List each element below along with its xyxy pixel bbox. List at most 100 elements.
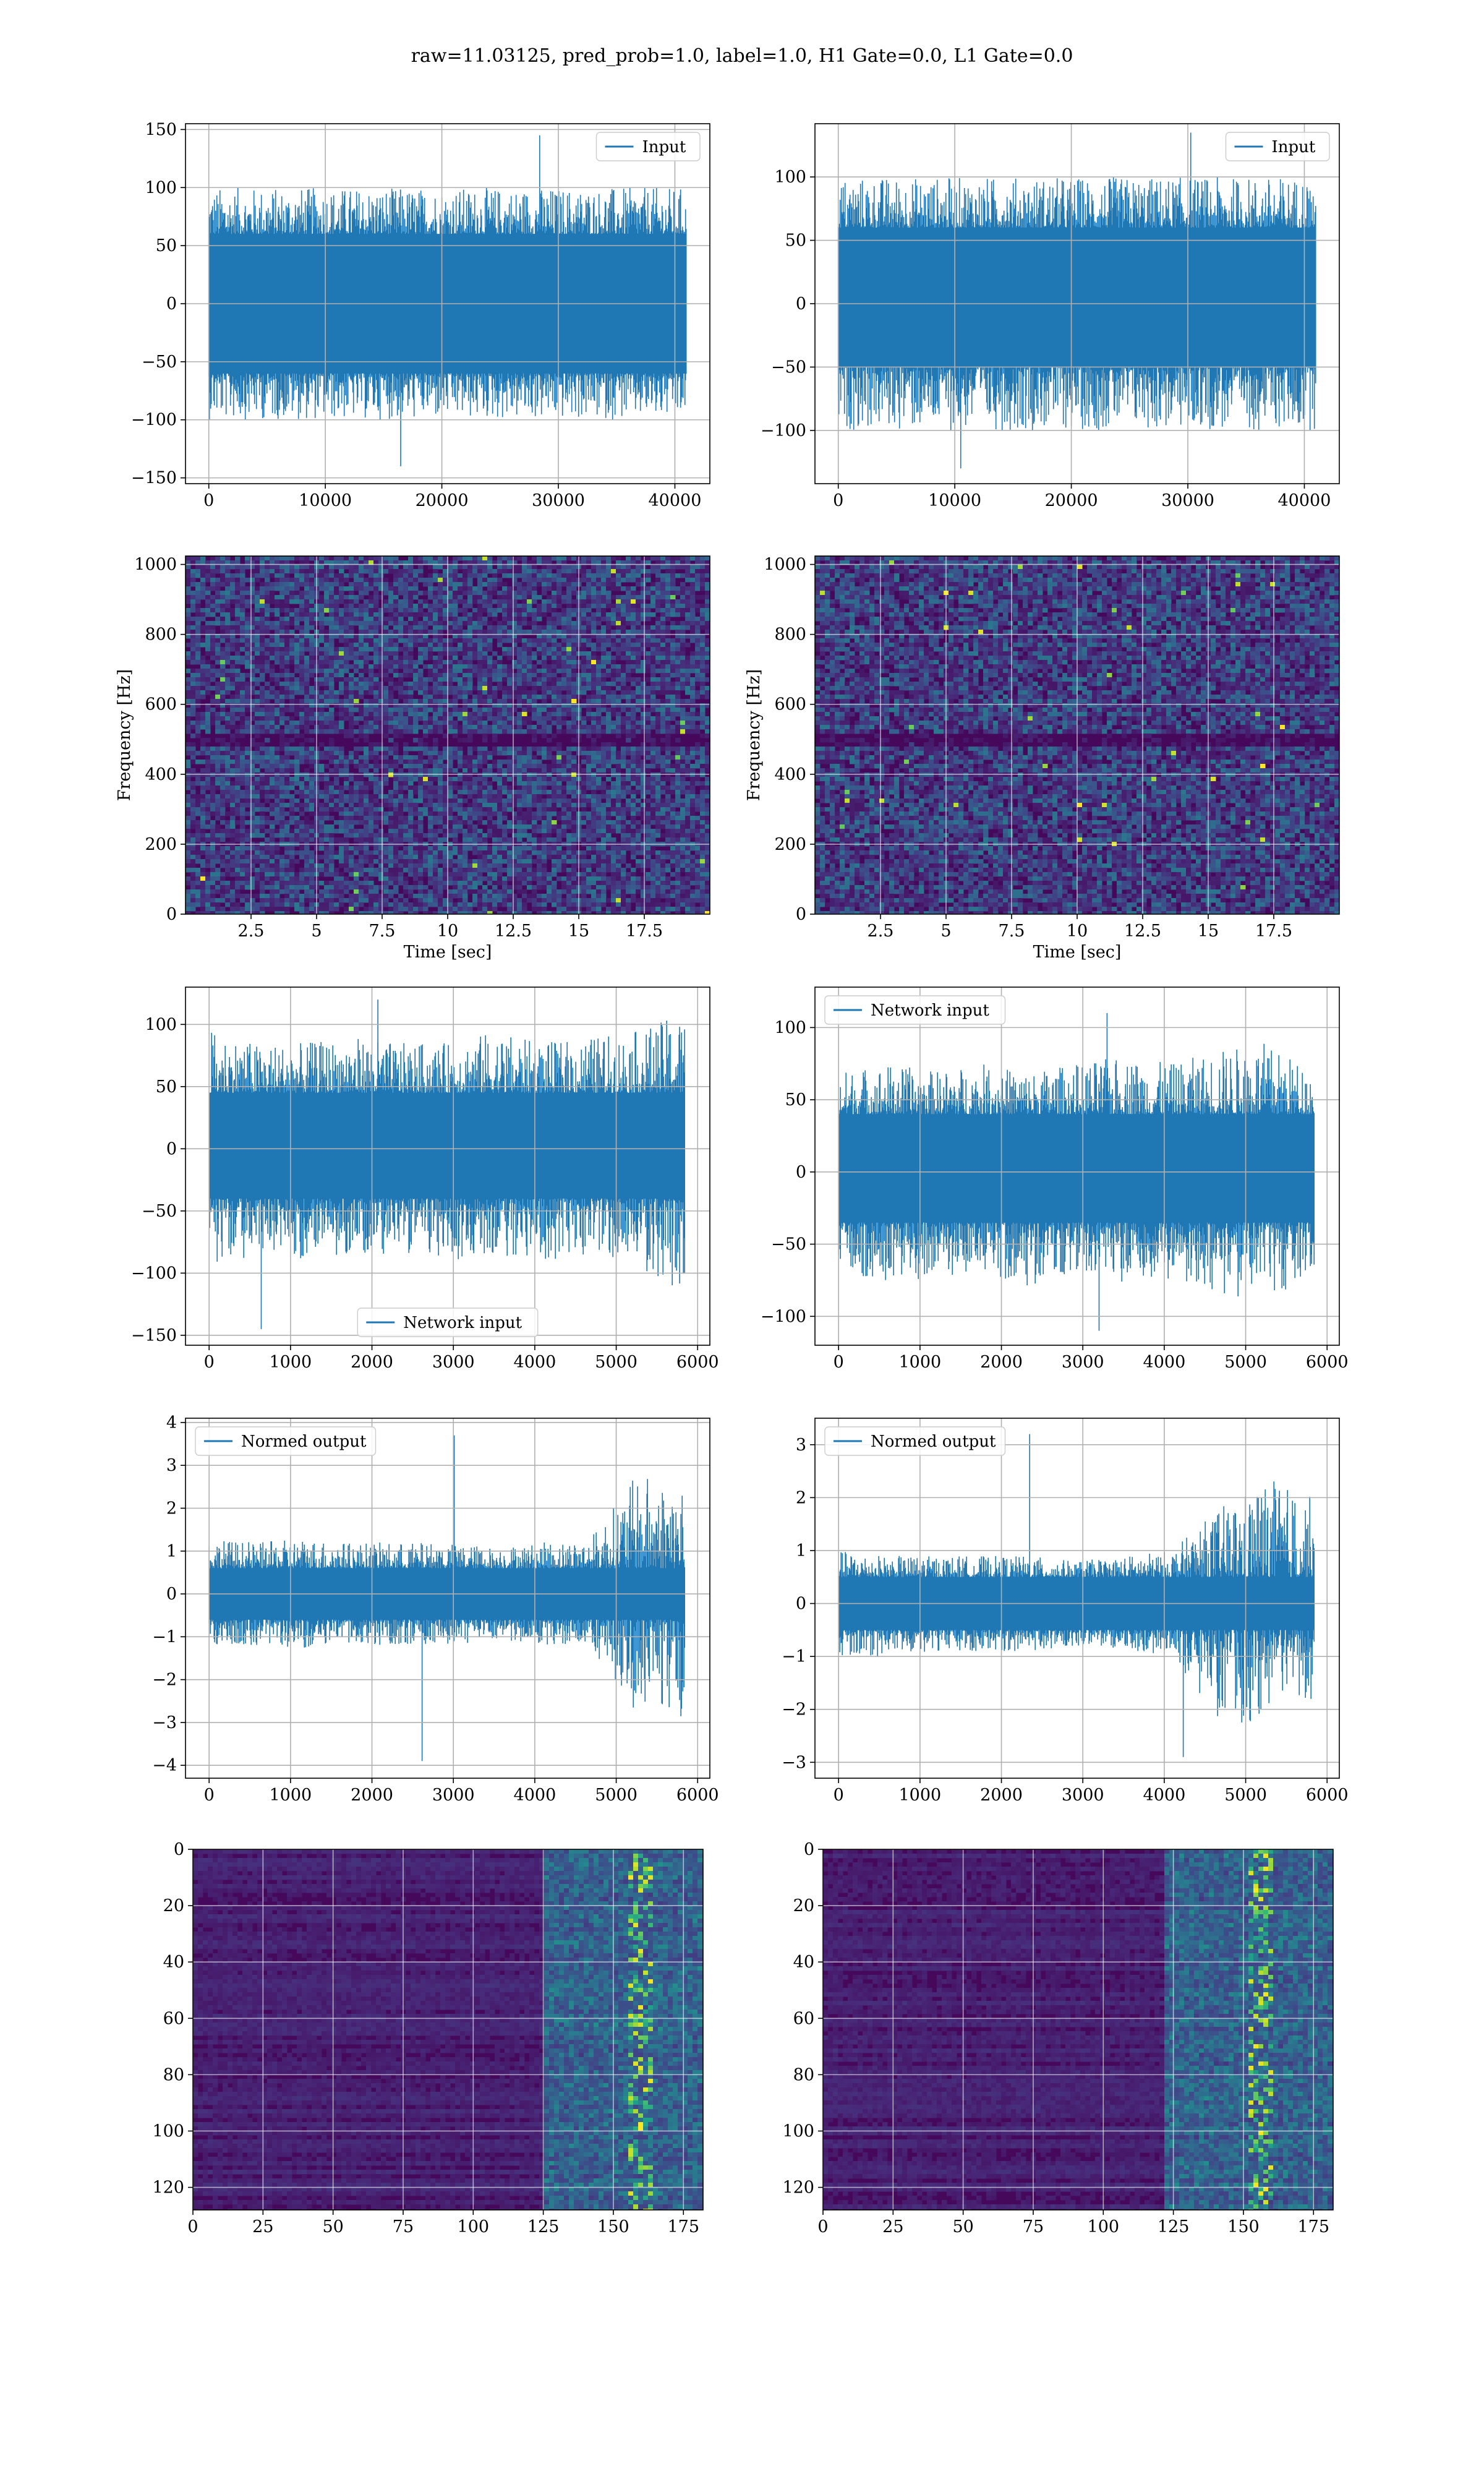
heatmap-cell [685, 560, 691, 565]
heatmap-cell [428, 699, 433, 704]
heatmap-cell [284, 560, 290, 565]
heatmap-cell [433, 586, 438, 591]
heatmap-cell [373, 742, 379, 747]
heatmap-cell [428, 595, 433, 600]
heatmap-cell [279, 781, 285, 786]
heatmap-cell [502, 604, 508, 609]
heatmap-cell [369, 617, 374, 622]
heatmap-cell [423, 764, 429, 769]
heatmap-cell [566, 565, 572, 570]
heatmap-cell [190, 785, 196, 790]
heatmap-cell [601, 695, 607, 700]
heatmap-cell [235, 638, 241, 643]
heatmap-cell [458, 760, 463, 764]
heatmap-cell [369, 569, 374, 574]
heatmap-cell [448, 725, 453, 730]
heatmap-cell [586, 695, 592, 700]
heatmap-cell [230, 725, 236, 730]
heatmap-cell [364, 734, 369, 738]
heatmap-cell [700, 647, 706, 652]
heatmap-cell [655, 729, 661, 734]
heatmap-cell [463, 651, 468, 656]
heatmap-cell [487, 695, 493, 700]
heatmap-cell [606, 751, 612, 756]
heatmap-cell [492, 777, 498, 782]
heatmap-cell [477, 630, 483, 635]
heatmap-cell [596, 690, 602, 695]
heatmap-cell [522, 747, 527, 751]
heatmap-cell [378, 703, 384, 708]
heatmap-cell [245, 664, 250, 669]
heatmap-cell [517, 747, 522, 751]
heatmap-cell [388, 660, 394, 665]
heatmap-cell [492, 569, 498, 574]
heatmap-cell [586, 768, 592, 773]
heatmap-cell [700, 664, 706, 669]
heatmap-cell [581, 560, 587, 565]
heatmap-cell [497, 656, 503, 661]
heatmap-cell [349, 586, 354, 591]
heatmap-cell [279, 747, 285, 751]
heatmap-cell [225, 699, 231, 704]
heatmap-cell [690, 556, 696, 561]
heatmap-cell [334, 729, 339, 734]
heatmap-cell [571, 569, 577, 574]
heatmap-cell [695, 625, 701, 630]
heatmap-cell [186, 625, 191, 630]
heatmap-cell [428, 747, 433, 751]
heatmap-cell [304, 729, 310, 734]
heatmap-cell [284, 703, 290, 708]
heatmap-cell [547, 729, 552, 734]
heatmap-cell [571, 556, 577, 561]
heatmap-cell [200, 664, 206, 669]
heatmap-cell [334, 703, 339, 708]
heatmap-cell [606, 573, 612, 578]
heatmap-cell [690, 747, 696, 751]
heatmap-cell [566, 764, 572, 769]
heatmap-cell [408, 604, 414, 609]
heatmap-cell [487, 712, 493, 717]
heatmap-cell [329, 556, 335, 561]
heatmap-cell [512, 690, 518, 695]
heatmap-cell [586, 656, 592, 661]
heatmap-cell [260, 755, 265, 760]
heatmap-cell [235, 716, 241, 721]
heatmap-cell [680, 764, 686, 769]
heatmap-cell [502, 699, 508, 704]
heatmap-cell [393, 582, 399, 587]
heatmap-cell [650, 703, 656, 708]
heatmap-cell [329, 712, 335, 717]
heatmap-cell [354, 785, 359, 790]
heatmap-cell [433, 686, 438, 691]
heatmap-cell [705, 560, 710, 565]
heatmap-cell [230, 669, 236, 674]
heatmap-cell [299, 565, 305, 570]
heatmap-cell [606, 729, 612, 734]
figure-suptitle: raw=11.03125, pred_prob=1.0, label=1.0, … [411, 45, 1073, 67]
heatmap-cell [215, 578, 221, 583]
heatmap-cell [299, 755, 305, 760]
heatmap-cell [339, 565, 344, 570]
heatmap-cell [423, 556, 429, 561]
heatmap-cell [487, 729, 493, 734]
heatmap-cell [354, 651, 359, 656]
heatmap-cell [279, 630, 285, 635]
heatmap-cell [304, 599, 310, 604]
heatmap-cell [215, 621, 221, 626]
heatmap-cell [650, 682, 656, 687]
heatmap-cell [626, 673, 631, 678]
heatmap-cell [552, 721, 557, 726]
heatmap-cell [190, 656, 196, 661]
heatmap-cell [443, 608, 448, 613]
heatmap-cell [655, 630, 661, 635]
heatmap-cell [566, 630, 572, 635]
heatmap-cell [359, 638, 364, 643]
heatmap-cell [438, 621, 443, 626]
heatmap-cell [517, 582, 522, 587]
heatmap-cell [621, 677, 626, 682]
heatmap-cell [463, 695, 468, 700]
heatmap-cell [482, 565, 488, 570]
heatmap-cell [497, 608, 503, 613]
heatmap-cell [443, 573, 448, 578]
heatmap-cell [680, 682, 686, 687]
